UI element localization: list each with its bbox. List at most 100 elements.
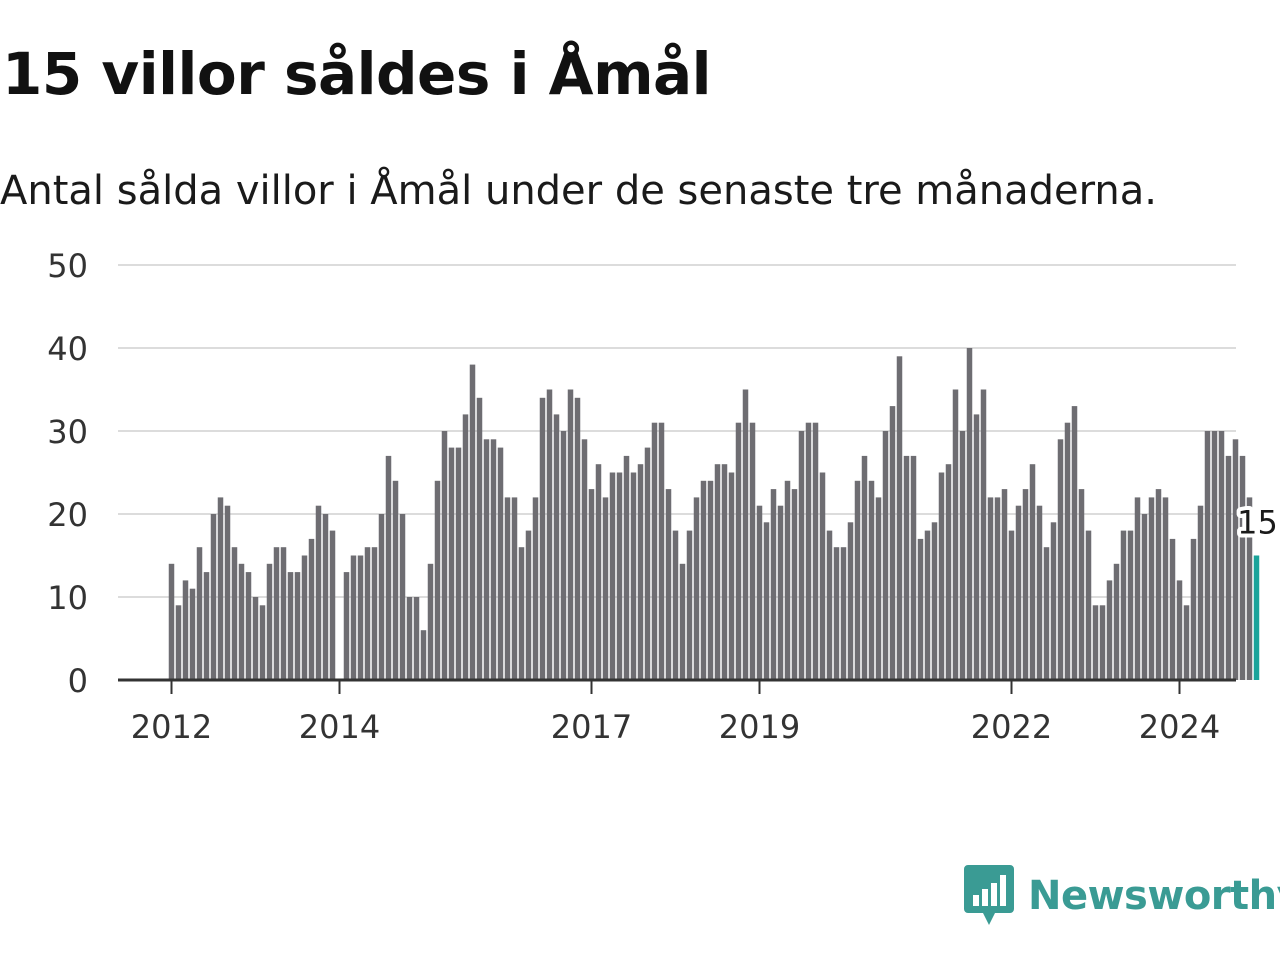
chart-title: 15 villor såldes i Åmål (2, 40, 712, 108)
bar (707, 480, 714, 680)
bar (833, 547, 840, 680)
bar (609, 472, 616, 680)
bar (784, 480, 791, 680)
bar (1085, 530, 1092, 680)
bar (770, 489, 777, 680)
bar (651, 422, 658, 680)
bar (287, 572, 294, 680)
bar (273, 547, 280, 680)
bar (581, 439, 588, 680)
bar (917, 538, 924, 680)
newsworthy-logo-icon (964, 865, 1014, 925)
bar (469, 364, 476, 680)
bar (497, 447, 504, 680)
bar (315, 505, 322, 680)
bar (882, 431, 889, 680)
bar (490, 439, 497, 680)
bar (945, 464, 952, 680)
bar (588, 489, 595, 680)
bar (231, 547, 238, 680)
bar (742, 389, 749, 680)
bar (518, 547, 525, 680)
x-tick-label: 2019 (719, 708, 800, 746)
bar (798, 431, 805, 680)
bar (973, 414, 980, 680)
x-axis: 2012 2014 2017 2019 2022 2024 (118, 678, 1236, 746)
bar (308, 538, 315, 680)
bar (735, 422, 742, 680)
bar (1134, 497, 1141, 680)
bar (266, 563, 273, 680)
bar (476, 397, 483, 680)
bar (329, 530, 336, 680)
bar (175, 605, 182, 680)
y-tick-label: 20 (47, 496, 88, 534)
bar (1106, 580, 1113, 680)
annotations: 15 (1233, 500, 1280, 546)
bar (399, 514, 406, 680)
bar (854, 480, 861, 680)
bar (875, 497, 882, 680)
bar (511, 497, 518, 680)
bar (182, 580, 189, 680)
bar (1127, 530, 1134, 680)
bar (434, 480, 441, 680)
bar (693, 497, 700, 680)
bar (777, 505, 784, 680)
bar (644, 447, 651, 680)
bar (987, 497, 994, 680)
bar (483, 439, 490, 680)
bar (966, 348, 973, 680)
bar (385, 455, 392, 680)
bar (1155, 489, 1162, 680)
bar (378, 514, 385, 680)
bar (1022, 489, 1029, 680)
y-axis-ticks: 0 10 20 30 40 50 (47, 247, 88, 700)
bar (1141, 514, 1148, 680)
bar (364, 547, 371, 680)
chart-subtitle: Antal sålda villor i Åmål under de senas… (0, 168, 1157, 214)
bar (350, 555, 357, 680)
bar (1169, 538, 1176, 680)
grid-lines (118, 264, 1236, 598)
bar-chart: 0 10 20 30 40 50 2012 2014 2017 2019 2022 2024 15 (47, 247, 1280, 746)
bar (763, 522, 770, 680)
bar (504, 497, 511, 680)
bar (994, 497, 1001, 680)
bar (245, 572, 252, 680)
bar (623, 455, 630, 680)
newsworthy-brand: Newsworthy (964, 864, 1280, 928)
bar (861, 455, 868, 680)
bar (427, 563, 434, 680)
bar (1071, 406, 1078, 680)
bar (322, 514, 329, 680)
bar (441, 431, 448, 680)
bar (931, 522, 938, 680)
bar (357, 555, 364, 680)
bar (413, 597, 420, 680)
bar (532, 497, 539, 680)
bar (1092, 605, 1099, 680)
bar (238, 563, 245, 680)
bar (560, 431, 567, 680)
y-tick-label: 40 (47, 330, 88, 368)
bar (637, 464, 644, 680)
bar (196, 547, 203, 680)
bar (903, 455, 910, 680)
bar (224, 505, 231, 680)
y-tick-label: 10 (47, 579, 88, 617)
bar-highlight (1253, 555, 1260, 680)
bar (896, 356, 903, 680)
bar (889, 406, 896, 680)
bar (392, 480, 399, 680)
bar (1148, 497, 1155, 680)
bar (1008, 530, 1015, 680)
bar (1029, 464, 1036, 680)
bar (462, 414, 469, 680)
bar (749, 422, 756, 680)
x-tick-label: 2017 (551, 708, 632, 746)
bar (371, 547, 378, 680)
bar (406, 597, 413, 680)
bars (168, 348, 1260, 680)
bar (168, 563, 175, 680)
